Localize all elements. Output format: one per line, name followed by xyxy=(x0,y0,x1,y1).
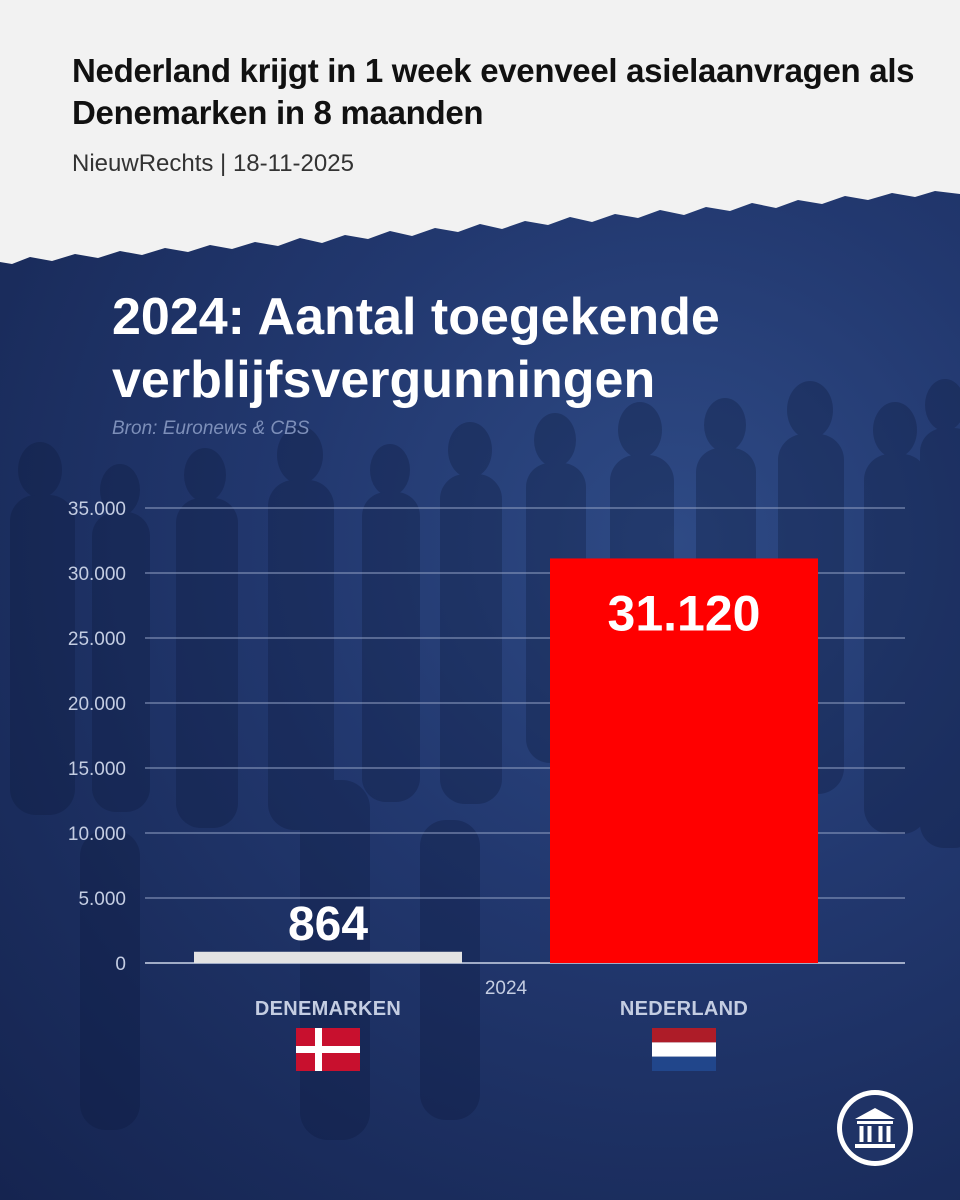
data-label-denemarken: 864 xyxy=(288,898,368,951)
y-tick-label: 10.000 xyxy=(68,824,126,845)
y-tick-label: 0 xyxy=(115,954,126,975)
y-tick-label: 15.000 xyxy=(68,759,126,780)
torn-paper-header xyxy=(0,0,960,264)
data-label-nederland: 31.120 xyxy=(608,585,761,641)
x-axis-label: 2024 xyxy=(485,978,528,999)
y-tick-label: 25.000 xyxy=(68,629,126,650)
byline: NieuwRechts | 18-11-2025 xyxy=(72,150,354,177)
flag-denmark-icon xyxy=(296,1028,360,1071)
parliament-building-icon xyxy=(837,1090,913,1166)
category-label-denemarken: DENEMARKEN xyxy=(254,998,402,1020)
category-label-nederland: NEDERLAND xyxy=(619,998,749,1020)
y-tick-label: 35.000 xyxy=(68,499,126,520)
y-tick-label: 20.000 xyxy=(68,694,126,715)
flag-netherlands-icon xyxy=(652,1028,716,1071)
bar-denemarken xyxy=(194,951,462,963)
chart-source: Bron: Euronews & CBS xyxy=(112,418,310,439)
y-tick-label: 5.000 xyxy=(78,889,126,910)
bar-chart: 0 5.000 10.000 15.000 20.000 25.000 30.000 35.0… xyxy=(68,499,905,999)
headline: Nederland krijgt in 1 week evenveel asie… xyxy=(72,52,915,131)
bar-nederland xyxy=(550,558,818,963)
chart-title: 2024: Aantal toegekende verblijfsvergunn… xyxy=(112,288,720,409)
y-tick-label: 30.000 xyxy=(68,564,126,585)
